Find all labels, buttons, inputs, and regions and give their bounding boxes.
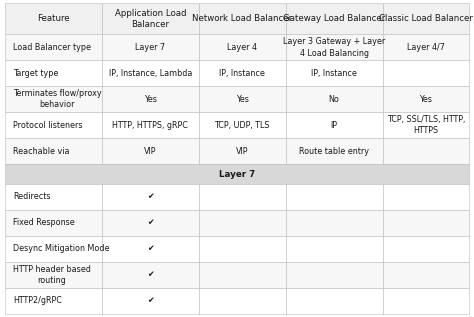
Bar	[5, 184, 102, 210]
Bar	[102, 139, 199, 165]
Bar	[199, 113, 285, 139]
Bar	[383, 210, 469, 236]
Text: ✔: ✔	[147, 296, 154, 305]
Bar	[285, 87, 383, 113]
Bar	[383, 236, 469, 262]
Text: HTTP header based
routing: HTTP header based routing	[13, 265, 91, 285]
Bar	[199, 210, 285, 236]
Bar	[102, 61, 199, 87]
Text: IP, Instance: IP, Instance	[311, 69, 357, 78]
Text: Classic Load Balancer: Classic Load Balancer	[379, 14, 473, 23]
Bar	[383, 262, 469, 288]
Text: Yes: Yes	[236, 95, 249, 104]
Text: Gateway Load Balancer: Gateway Load Balancer	[283, 14, 385, 23]
Text: Redirects: Redirects	[13, 192, 50, 201]
Bar	[285, 184, 383, 210]
Bar	[383, 184, 469, 210]
Text: No: No	[328, 95, 339, 104]
Bar	[5, 236, 102, 262]
Text: IP: IP	[330, 121, 337, 130]
Text: Reachable via: Reachable via	[13, 147, 69, 156]
Bar	[285, 3, 383, 35]
Bar	[102, 113, 199, 139]
Text: HTTP, HTTPS, gRPC: HTTP, HTTPS, gRPC	[112, 121, 188, 130]
Text: HTTP2/gRPC: HTTP2/gRPC	[13, 296, 62, 305]
Text: TCP, UDP, TLS: TCP, UDP, TLS	[215, 121, 270, 130]
Bar	[383, 61, 469, 87]
Text: Protocol listeners: Protocol listeners	[13, 121, 82, 130]
Bar	[102, 3, 199, 35]
Text: Yes: Yes	[144, 95, 157, 104]
Bar	[383, 35, 469, 61]
Text: Fixed Response: Fixed Response	[13, 218, 74, 227]
Text: IP, Instance: IP, Instance	[219, 69, 265, 78]
Text: ✔: ✔	[147, 244, 154, 253]
Bar	[383, 113, 469, 139]
Bar	[383, 288, 469, 314]
Bar	[102, 288, 199, 314]
Text: ✔: ✔	[147, 192, 154, 201]
Bar	[199, 288, 285, 314]
Text: VIP: VIP	[236, 147, 248, 156]
Bar	[5, 165, 469, 184]
Bar	[285, 113, 383, 139]
Bar	[5, 87, 102, 113]
Text: Layer 4/7: Layer 4/7	[407, 43, 445, 52]
Text: Network Load Balancer: Network Load Balancer	[192, 14, 292, 23]
Bar	[285, 262, 383, 288]
Text: ✔: ✔	[147, 270, 154, 279]
Text: Layer 3 Gateway + Layer
4 Load Balancing: Layer 3 Gateway + Layer 4 Load Balancing	[283, 37, 385, 57]
Text: Terminates flow/proxy
behavior: Terminates flow/proxy behavior	[13, 89, 101, 109]
Text: Route table entry: Route table entry	[299, 147, 369, 156]
Text: Feature: Feature	[37, 14, 70, 23]
Bar	[5, 210, 102, 236]
Bar	[199, 139, 285, 165]
Text: Layer 4: Layer 4	[227, 43, 257, 52]
Bar	[102, 87, 199, 113]
Text: TCP, SSL/TLS, HTTP,
HTTPS: TCP, SSL/TLS, HTTP, HTTPS	[387, 115, 465, 135]
Text: Layer 7: Layer 7	[136, 43, 165, 52]
Text: Target type: Target type	[13, 69, 58, 78]
Bar	[285, 61, 383, 87]
Text: VIP: VIP	[144, 147, 156, 156]
Bar	[285, 210, 383, 236]
Bar	[199, 184, 285, 210]
Bar	[199, 3, 285, 35]
Bar	[102, 210, 199, 236]
Bar	[5, 113, 102, 139]
Text: Load Balancer type: Load Balancer type	[13, 43, 91, 52]
Bar	[285, 236, 383, 262]
Text: Application Load
Balancer: Application Load Balancer	[115, 9, 186, 29]
Bar	[5, 262, 102, 288]
Bar	[285, 139, 383, 165]
Bar	[5, 35, 102, 61]
Bar	[5, 288, 102, 314]
Bar	[383, 3, 469, 35]
Text: ✔: ✔	[147, 218, 154, 227]
Text: IP, Instance, Lambda: IP, Instance, Lambda	[109, 69, 192, 78]
Bar	[383, 87, 469, 113]
Bar	[199, 87, 285, 113]
Bar	[5, 61, 102, 87]
Bar	[285, 35, 383, 61]
Text: Layer 7: Layer 7	[219, 170, 255, 179]
Text: Yes: Yes	[419, 95, 432, 104]
Text: Desync Mitigation Mode: Desync Mitigation Mode	[13, 244, 109, 253]
Bar	[102, 262, 199, 288]
Bar	[5, 139, 102, 165]
Bar	[102, 236, 199, 262]
Bar	[199, 236, 285, 262]
Bar	[285, 288, 383, 314]
Bar	[199, 61, 285, 87]
Bar	[383, 139, 469, 165]
Bar	[199, 35, 285, 61]
Bar	[102, 184, 199, 210]
Bar	[102, 35, 199, 61]
Bar	[199, 262, 285, 288]
Bar	[5, 3, 102, 35]
